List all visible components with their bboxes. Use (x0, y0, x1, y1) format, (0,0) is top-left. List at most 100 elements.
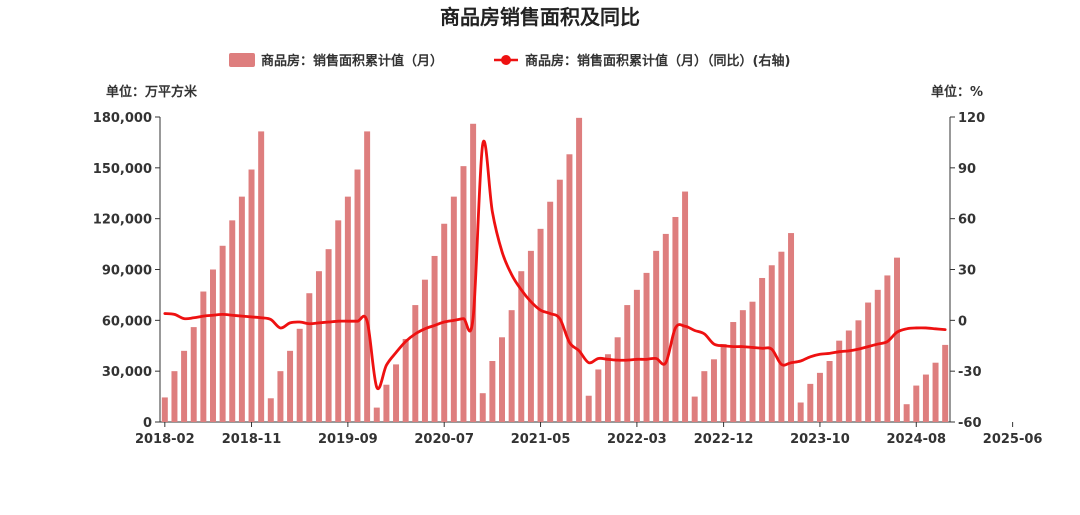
x-tick-label: 2021-05 (511, 432, 571, 447)
bar (730, 322, 737, 422)
bar (267, 398, 274, 422)
left-tick-label: 120,000 (93, 213, 152, 228)
line-series (163, 139, 947, 391)
left-tick-label: 90,000 (102, 264, 152, 279)
bar (720, 344, 727, 422)
bar (605, 354, 611, 422)
bar (460, 166, 467, 422)
bar (633, 289, 640, 422)
bar (614, 337, 621, 422)
x-tick-label: 2019-09 (318, 432, 378, 447)
right-tick-label: 0 (958, 314, 967, 329)
bar (383, 384, 390, 422)
right-tick-label: 120 (958, 111, 985, 126)
bar (161, 397, 168, 422)
axes: 0 30,000 60,000 90,000 120,000 150,000 180,000… (93, 111, 1043, 447)
bar (816, 372, 823, 422)
bar (942, 344, 949, 422)
bar (527, 250, 534, 422)
legend-line-label: 商品房：销售面积累计值（月）（同比）(右轴) (525, 53, 790, 69)
bar (200, 291, 207, 422)
bar (229, 220, 236, 422)
x-tick-label: 2022-03 (607, 432, 667, 447)
left-tick-label: 150,000 (93, 162, 152, 177)
bar (479, 393, 486, 422)
yoy-line (163, 139, 947, 391)
bar (739, 310, 746, 422)
bar (431, 255, 438, 422)
left-axis-unit: 单位：万平方米 (106, 84, 198, 100)
bar-series (161, 117, 949, 423)
right-tick-label: 30 (958, 264, 976, 279)
legend-bar-label: 商品房：销售面积累计值（月） (261, 53, 443, 69)
legend-line-marker (501, 55, 511, 65)
bar (325, 249, 332, 422)
bar (566, 154, 573, 422)
bar (710, 359, 717, 422)
bar (662, 233, 669, 422)
bar (315, 271, 322, 422)
bar (624, 305, 631, 422)
bar (450, 196, 457, 422)
x-tick-label: 2025-06 (983, 432, 1043, 447)
bar (537, 228, 544, 422)
bar (576, 117, 583, 422)
bar (393, 364, 400, 422)
bar (258, 131, 265, 422)
bar (190, 327, 197, 422)
bar (759, 277, 766, 422)
bar (922, 374, 929, 422)
bar (913, 385, 920, 422)
bar (470, 123, 477, 423)
bar (489, 361, 496, 422)
bar (364, 131, 371, 422)
bar (373, 407, 380, 422)
bar (248, 169, 255, 422)
left-tick-label: 180,000 (93, 111, 152, 126)
right-tick-label: 90 (958, 162, 976, 177)
x-tick-label: 2018-11 (222, 432, 282, 447)
bar (894, 257, 900, 422)
left-tick-label: 30,000 (102, 365, 152, 380)
bar (344, 196, 351, 422)
x-tick-label: 2024-08 (886, 432, 946, 447)
bar (306, 293, 313, 422)
bar (855, 320, 862, 422)
bar (171, 371, 178, 422)
bar (653, 250, 660, 422)
left-tick-label: 0 (143, 416, 152, 431)
legend[interactable]: 商品房：销售面积累计值（月） 商品房：销售面积累计值（月）（同比）(右轴) (229, 53, 790, 69)
bar (585, 395, 592, 422)
bar (807, 383, 814, 422)
bar (672, 216, 679, 422)
right-tick-label: -60 (958, 416, 982, 431)
bar (412, 305, 419, 422)
bar (238, 196, 245, 422)
x-tick-label: 2020-07 (414, 432, 474, 447)
bar (508, 310, 515, 422)
bar (874, 289, 881, 422)
right-tick-label: 60 (958, 213, 976, 228)
bar (865, 302, 872, 422)
bar (932, 362, 939, 422)
bar (788, 233, 795, 422)
bar (210, 269, 216, 422)
bar (701, 371, 708, 422)
bar (826, 361, 833, 422)
bar (181, 350, 188, 422)
bar (595, 369, 602, 422)
bar (691, 396, 698, 422)
bar (556, 179, 563, 422)
left-tick-label: 60,000 (102, 314, 152, 329)
bar (903, 404, 910, 422)
bar (499, 337, 505, 422)
bar (296, 328, 303, 422)
bar (354, 169, 361, 422)
bar (402, 338, 409, 422)
bar (749, 301, 756, 422)
bar (219, 245, 226, 422)
bar (421, 279, 428, 422)
right-axis-unit: 单位：% (931, 84, 983, 100)
x-tick-label: 2023-10 (790, 432, 850, 447)
